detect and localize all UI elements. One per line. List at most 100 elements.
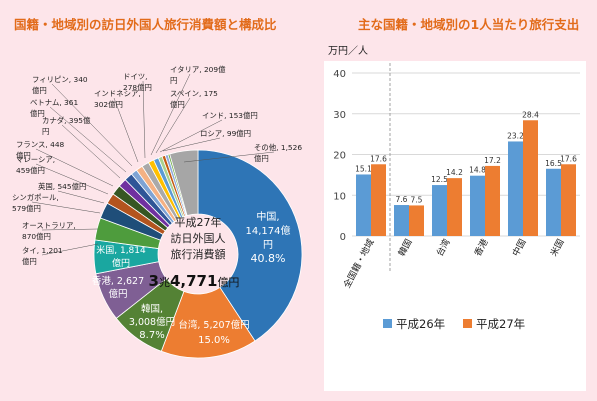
bar — [432, 185, 447, 236]
bar — [508, 141, 523, 236]
pie-outside-label: インド, 153億円 — [202, 111, 258, 120]
pie-leader-line — [183, 151, 275, 163]
pie-leader-line — [57, 190, 105, 204]
pie-inside-label: 米国, 1,814 — [96, 244, 146, 256]
pie-inside-label: 8.7% — [139, 330, 164, 341]
pie-leader-line — [35, 148, 114, 187]
bar-title: 主な国籍・地域別の1人当たり旅行支出 — [358, 17, 580, 32]
pie-leader-line — [51, 83, 133, 167]
bar — [523, 120, 538, 236]
x-tick-label: 中国 — [510, 237, 529, 259]
pie-title: 国籍・地域別の訪日外国人旅行消費額と構成比 — [14, 17, 277, 32]
pie-outside-label: イタリア, 209億 — [170, 65, 226, 74]
legend-label: 平成27年 — [476, 317, 525, 331]
pie-outside-label: 英国, 545億円 — [38, 182, 86, 191]
pie-outside-label: 億円 — [32, 86, 47, 95]
pie-leader-line — [155, 97, 191, 154]
pie-outside-label: その他, 1,526 — [254, 143, 302, 152]
bar-value-label: 16.5 — [545, 159, 562, 168]
y-tick-label: 40 — [333, 69, 346, 80]
pie-outside-label: ロシア, 99億円 — [200, 129, 251, 138]
bar-value-label: 7.5 — [411, 195, 423, 204]
x-tick-label: 台湾 — [434, 237, 453, 259]
pie-outside-label: 億円 — [16, 151, 31, 160]
bar — [356, 174, 371, 236]
bar-value-label: 12.5 — [431, 175, 448, 184]
pie-inside-label: 3,008億円 — [129, 316, 175, 328]
pie-inside-label: 中国, — [256, 210, 279, 223]
pie-leader-line — [113, 97, 139, 163]
pie-outside-label: フィリピン, 340 — [32, 75, 88, 84]
pie-outside-label: カナダ, 395億 — [42, 116, 91, 125]
pie-outside-label: 278億円 — [123, 83, 152, 92]
y-tick-label: 10 — [333, 191, 346, 202]
pie-leader-line — [142, 80, 146, 159]
bar-value-label: 17.6 — [370, 154, 387, 163]
bar-value-label: 23.2 — [507, 131, 524, 140]
pie-inside-label: 台湾, 5,207億円 — [178, 319, 249, 331]
y-tick-label: 20 — [333, 151, 346, 162]
bar — [485, 165, 500, 236]
pie-outside-label: 億円 — [30, 109, 45, 118]
pie-inside-label: 円 — [263, 240, 273, 251]
center-label-line2: 訪日外国人 — [171, 231, 226, 245]
center-label-line3: 旅行消費額 — [171, 247, 226, 261]
bar-value-label: 14.8 — [469, 166, 486, 175]
pie-outside-label: タイ, 1,201 — [22, 246, 63, 255]
bar-value-label: 15.1 — [355, 164, 372, 173]
legend-label: 平成26年 — [396, 317, 445, 331]
bar — [470, 175, 485, 236]
center-label-line1: 平成27年 — [175, 215, 222, 229]
pie-leader-line — [31, 201, 101, 214]
pie-outside-label: ベトナム, 361 — [30, 98, 78, 107]
bar — [409, 205, 424, 236]
y-tick-label: 0 — [340, 232, 346, 243]
center-total: 3兆4,771億円 — [149, 272, 240, 290]
pie-inside-label: 億円 — [108, 288, 127, 300]
x-tick-label: 全国籍・地域 — [341, 237, 377, 290]
pie-outside-label: インドネシア, — [94, 89, 141, 98]
pie-outside-label: オーストラリア, — [22, 221, 76, 230]
pie-outside-label: フランス, 448 — [16, 140, 65, 149]
pie-outside-label: 億円 — [170, 100, 185, 109]
pie-outside-label: マレーシア, — [16, 155, 55, 164]
pie-outside-label: 870億円 — [22, 232, 51, 241]
bar — [561, 164, 576, 236]
pie-outside-label: 302億円 — [94, 100, 123, 109]
pie-leader-line — [150, 73, 191, 156]
pie-leader-line — [162, 137, 221, 152]
legend-swatch — [463, 319, 472, 328]
pie-leader-line — [61, 124, 121, 179]
legend-swatch — [383, 319, 392, 328]
bar — [371, 164, 386, 236]
pie-outside-label: 億円 — [22, 257, 37, 266]
bar-value-label: 17.2 — [484, 156, 501, 165]
y-tick-label: 30 — [333, 110, 346, 121]
pie-outside-label: 億円 — [254, 154, 269, 163]
pie-leader-line — [35, 163, 109, 195]
pie-inside-label: 韓国, — [141, 304, 163, 315]
pie-inside-label: 15.0% — [198, 335, 230, 346]
pie-outside-label: スペイン, 175 — [170, 89, 218, 98]
pie-leader-line — [41, 228, 99, 231]
pie-outside-label: 459億円 — [16, 166, 45, 175]
pie-slice — [169, 149, 199, 217]
bar-value-label: 28.4 — [522, 110, 539, 119]
pie-inside-label: 億円 — [112, 257, 130, 269]
bar-value-label: 17.6 — [560, 154, 577, 163]
bar — [394, 205, 409, 236]
pie-outside-label: シンガポール, — [12, 193, 59, 202]
bar-value-label: 14.2 — [446, 168, 463, 177]
pie-leader-line — [41, 243, 99, 256]
x-tick-label: 米国 — [548, 237, 567, 259]
pie-outside-label: 円 — [170, 76, 177, 85]
pie-leader-line — [159, 119, 223, 153]
pie-outside-label: ドイツ, — [123, 72, 148, 81]
pie-inside-label: 40.8% — [251, 252, 286, 265]
bar-value-label: 7.6 — [396, 195, 408, 204]
y-axis-label: 万円／人 — [328, 45, 368, 57]
pie-outside-label: 579億円 — [12, 204, 41, 213]
pie-leader-line — [49, 106, 127, 173]
